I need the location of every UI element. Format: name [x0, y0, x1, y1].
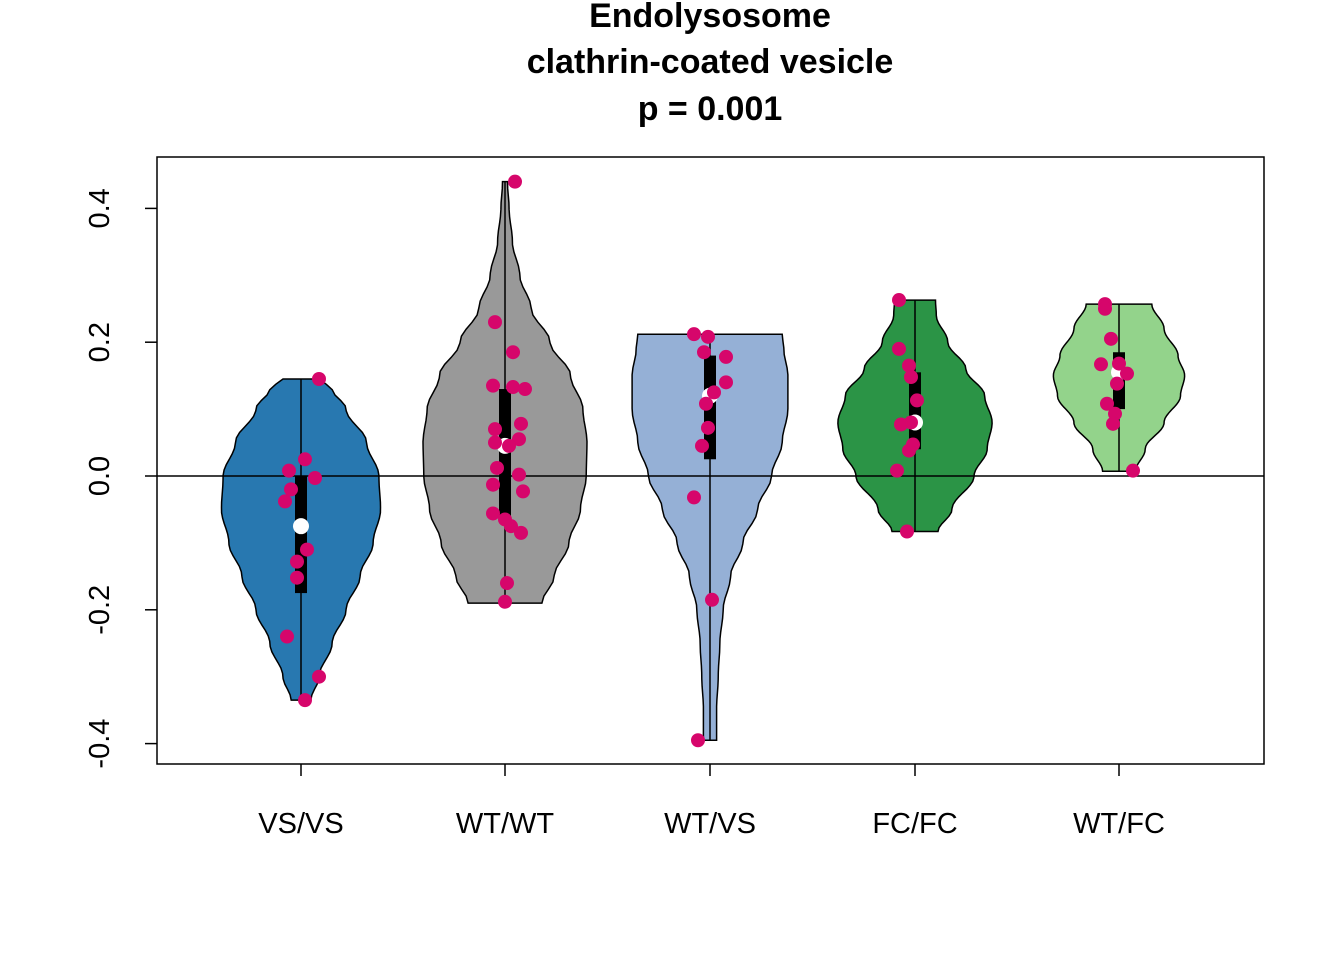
y-tick-label: 0.2 — [84, 322, 116, 362]
data-point — [902, 443, 916, 458]
data-point — [695, 438, 709, 453]
data-point — [486, 378, 500, 393]
data-point — [512, 467, 526, 482]
data-point — [719, 375, 733, 390]
title-line-2: clathrin-coated vesicle — [527, 43, 894, 81]
data-point — [290, 570, 304, 585]
data-point — [514, 525, 528, 540]
data-point — [506, 345, 520, 360]
x-tick-label: WT/FC — [1073, 808, 1165, 840]
data-point — [1104, 331, 1118, 346]
data-point — [282, 463, 296, 478]
iqr-box — [909, 372, 921, 450]
data-point — [298, 693, 312, 708]
data-point — [701, 420, 715, 435]
data-point — [312, 371, 326, 386]
data-point — [512, 432, 526, 447]
data-point — [1100, 396, 1114, 411]
y-tick-label: 0.4 — [84, 188, 116, 228]
data-point — [691, 733, 705, 748]
data-point — [687, 490, 701, 505]
data-point — [1126, 463, 1140, 478]
median-marker — [293, 518, 309, 535]
data-point — [486, 506, 500, 521]
data-point — [280, 629, 294, 644]
title-line-1: Endolysosome — [589, 0, 831, 35]
x-tick-label: VS/VS — [258, 808, 343, 840]
data-point — [1112, 356, 1126, 371]
data-point — [508, 174, 522, 189]
data-point — [904, 369, 918, 384]
data-point — [298, 452, 312, 467]
y-tick-label: 0.0 — [84, 456, 116, 496]
data-point — [500, 576, 514, 591]
data-point — [705, 592, 719, 607]
data-point — [308, 471, 322, 486]
data-point — [894, 417, 908, 432]
data-point — [518, 382, 532, 397]
data-point — [516, 484, 530, 499]
data-point — [504, 519, 518, 534]
x-tick-label: FC/FC — [872, 808, 957, 840]
data-point — [278, 494, 292, 509]
data-point — [699, 396, 713, 411]
y-tick-label: -0.4 — [84, 719, 116, 769]
data-point — [1106, 416, 1120, 431]
x-tick-label: WT/WT — [456, 808, 555, 840]
data-point — [490, 460, 504, 475]
data-point — [1098, 301, 1112, 316]
plot-frame — [156, 156, 1265, 765]
data-point — [488, 422, 502, 437]
data-point — [687, 327, 701, 342]
data-point — [498, 594, 512, 609]
data-point — [1120, 366, 1134, 381]
plot-area: -0.4 -0.2 0.0 0.2 0.4 VS/VS WT/WT WT/VS FC/FC WT/… — [84, 174, 1264, 840]
data-point — [506, 380, 520, 395]
data-point — [1094, 357, 1108, 372]
data-point — [900, 524, 914, 539]
data-point — [902, 358, 916, 373]
data-point — [300, 542, 314, 557]
title-line-3-pvalue: p = 0.001 — [638, 90, 783, 128]
data-point — [701, 329, 715, 344]
data-point — [488, 315, 502, 330]
data-point — [312, 669, 326, 684]
chart-title: Endolysosome clathrin-coated vesicle p =… — [527, 0, 894, 128]
data-point — [892, 293, 906, 308]
data-point — [290, 554, 304, 569]
data-point — [719, 349, 733, 364]
data-point — [502, 438, 516, 453]
y-tick-label: -0.2 — [84, 585, 116, 635]
data-point — [284, 482, 298, 497]
data-point — [910, 393, 924, 408]
data-point — [892, 341, 906, 356]
data-point — [707, 385, 721, 400]
data-point — [1110, 376, 1124, 391]
data-point — [488, 435, 502, 450]
data-point — [486, 477, 500, 492]
data-point — [890, 463, 904, 478]
data-point — [697, 345, 711, 360]
data-point — [514, 416, 528, 431]
x-tick-label: WT/VS — [664, 808, 756, 840]
